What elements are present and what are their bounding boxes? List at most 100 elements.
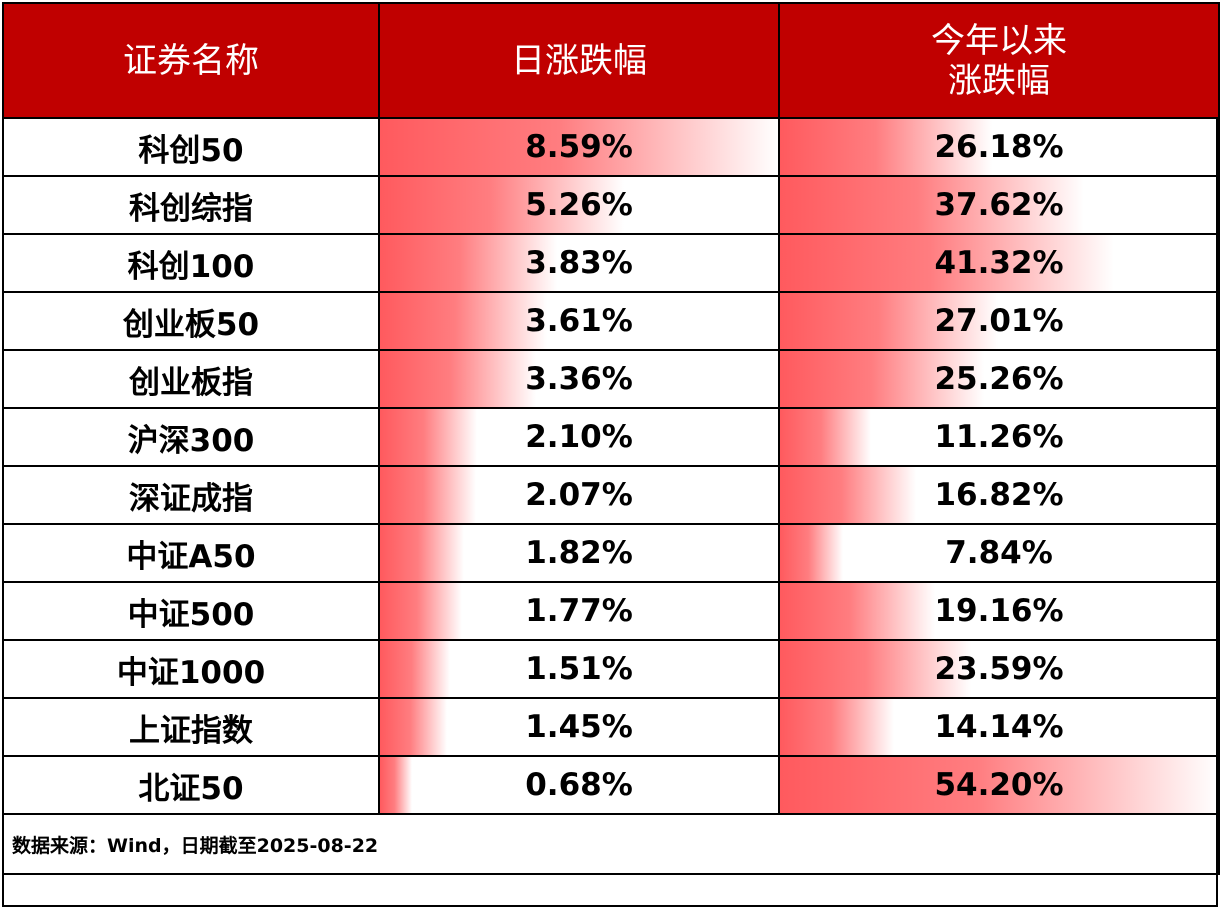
security-name-cell: 中证500 xyxy=(2,581,380,641)
table-row: 中证1000 1.51% 23.59% xyxy=(2,639,1220,699)
security-name-cell: 科创50 xyxy=(2,117,380,177)
ytd-change-cell: 27.01% xyxy=(778,291,1220,351)
ytd-change-cell: 14.14% xyxy=(778,697,1220,757)
ytd-change-cell: 7.84% xyxy=(778,523,1220,583)
daily-change-cell: 3.36% xyxy=(378,349,780,409)
ytd-change-bar xyxy=(781,700,895,754)
daily-change-bar xyxy=(381,700,448,754)
daily-change-cell: 0.68% xyxy=(378,755,780,815)
header-ytd-line1: 今年以来 xyxy=(931,20,1067,61)
ytd-change-cell: 19.16% xyxy=(778,581,1220,641)
security-name-cell: 中证A50 xyxy=(2,523,380,583)
ytd-change-value: 54.20% xyxy=(934,767,1064,803)
ytd-change-value: 41.32% xyxy=(934,245,1064,281)
header-row: 证券名称 日涨跌幅 今年以来 涨跌幅 xyxy=(2,2,1220,119)
table-row: 北证50 0.68% 54.20% xyxy=(2,755,1220,815)
security-name-cell: 科创100 xyxy=(2,233,380,293)
ytd-change-bar xyxy=(781,178,1085,232)
ytd-change-bar xyxy=(781,642,971,696)
table-row: 中证500 1.77% 19.16% xyxy=(2,581,1220,641)
ytd-change-bar xyxy=(781,468,916,522)
ytd-change-bar xyxy=(781,352,985,406)
ytd-change-cell: 37.62% xyxy=(778,175,1220,235)
ytd-change-value: 25.26% xyxy=(934,361,1064,397)
security-name-cell: 北证50 xyxy=(2,755,380,815)
daily-change-cell: 8.59% xyxy=(378,117,780,177)
daily-change-cell: 1.82% xyxy=(378,523,780,583)
ytd-change-bar xyxy=(781,236,1114,290)
daily-change-value: 3.83% xyxy=(525,245,633,281)
ytd-change-value: 37.62% xyxy=(934,187,1064,223)
ytd-change-value: 27.01% xyxy=(934,303,1064,339)
daily-change-bar xyxy=(381,758,412,812)
header-ytd-change: 今年以来 涨跌幅 xyxy=(778,2,1220,119)
ytd-change-cell: 23.59% xyxy=(778,639,1220,699)
daily-change-bar xyxy=(381,178,624,232)
daily-change-value: 2.10% xyxy=(525,419,633,455)
daily-change-value: 1.51% xyxy=(525,651,633,687)
daily-change-cell: 3.61% xyxy=(378,291,780,351)
daily-change-value: 0.68% xyxy=(525,767,633,803)
daily-change-bar xyxy=(381,294,548,348)
daily-change-cell: 3.83% xyxy=(378,233,780,293)
daily-change-bar xyxy=(381,584,463,638)
ytd-change-bar xyxy=(781,294,999,348)
header-security-name: 证券名称 xyxy=(2,2,380,119)
table-body: 科创50 8.59% 26.18% 科创综指 5.26% 37.62% 科创100 3.83%… xyxy=(2,117,1220,815)
table-row: 上证指数 1.45% 14.14% xyxy=(2,697,1220,757)
daily-change-bar xyxy=(381,468,476,522)
security-name-cell: 创业板50 xyxy=(2,291,380,351)
ytd-change-cell: 54.20% xyxy=(778,755,1220,815)
table-row: 科创100 3.83% 41.32% xyxy=(2,233,1220,293)
ytd-change-cell: 25.26% xyxy=(778,349,1220,409)
daily-change-value: 2.07% xyxy=(525,477,633,513)
ytd-change-bar xyxy=(781,584,935,638)
ytd-change-cell: 16.82% xyxy=(778,465,1220,525)
ytd-change-value: 14.14% xyxy=(934,709,1064,745)
table-row: 深证成指 2.07% 16.82% xyxy=(2,465,1220,525)
daily-change-value: 8.59% xyxy=(525,129,633,165)
daily-change-bar xyxy=(381,642,450,696)
header-daily-change: 日涨跌幅 xyxy=(378,2,780,119)
daily-change-value: 1.77% xyxy=(525,593,633,629)
ytd-change-value: 23.59% xyxy=(934,651,1064,687)
ytd-change-value: 26.18% xyxy=(934,129,1064,165)
daily-change-value: 3.61% xyxy=(525,303,633,339)
data-source-note: 数据来源：Wind，日期截至2025-08-22 xyxy=(2,813,1220,875)
daily-change-bar xyxy=(381,120,777,174)
daily-change-bar xyxy=(381,410,478,464)
ytd-change-cell: 11.26% xyxy=(778,407,1220,467)
ytd-change-bar xyxy=(781,526,844,580)
daily-change-cell: 1.77% xyxy=(378,581,780,641)
security-name-cell: 中证1000 xyxy=(2,639,380,699)
footer-row: 数据来源：Wind，日期截至2025-08-22 xyxy=(2,813,1220,875)
security-name-cell: 创业板指 xyxy=(2,349,380,409)
table-row: 科创综指 5.26% 37.62% xyxy=(2,175,1220,235)
ytd-change-value: 11.26% xyxy=(934,419,1064,455)
table-row: 创业板50 3.61% 27.01% xyxy=(2,291,1220,351)
security-name-cell: 科创综指 xyxy=(2,175,380,235)
ytd-change-value: 16.82% xyxy=(934,477,1064,513)
daily-change-value: 5.26% xyxy=(525,187,633,223)
daily-change-value: 1.82% xyxy=(525,535,633,571)
ytd-change-cell: 26.18% xyxy=(778,117,1220,177)
index-performance-table: 证券名称 日涨跌幅 今年以来 涨跌幅 科创50 8.59% 26.18% 科创综指 5.… xyxy=(2,2,1220,875)
daily-change-cell: 1.45% xyxy=(378,697,780,757)
daily-change-value: 3.36% xyxy=(525,361,633,397)
table-row: 创业板指 3.36% 25.26% xyxy=(2,349,1220,409)
table-row: 科创50 8.59% 26.18% xyxy=(2,117,1220,177)
daily-change-bar xyxy=(381,526,465,580)
header-ytd-line2: 涨跌幅 xyxy=(948,60,1050,101)
ytd-change-cell: 41.32% xyxy=(778,233,1220,293)
table-row: 沪深300 2.10% 11.26% xyxy=(2,407,1220,467)
ytd-change-bar xyxy=(781,410,871,464)
ytd-change-value: 19.16% xyxy=(934,593,1064,629)
ytd-change-bar xyxy=(781,758,1217,812)
daily-change-cell: 2.10% xyxy=(378,407,780,467)
daily-change-cell: 5.26% xyxy=(378,175,780,235)
daily-change-bar xyxy=(381,236,558,290)
daily-change-bar xyxy=(381,352,536,406)
daily-change-value: 1.45% xyxy=(525,709,633,745)
table-row: 中证A50 1.82% 7.84% xyxy=(2,523,1220,583)
ytd-change-bar xyxy=(781,120,992,174)
